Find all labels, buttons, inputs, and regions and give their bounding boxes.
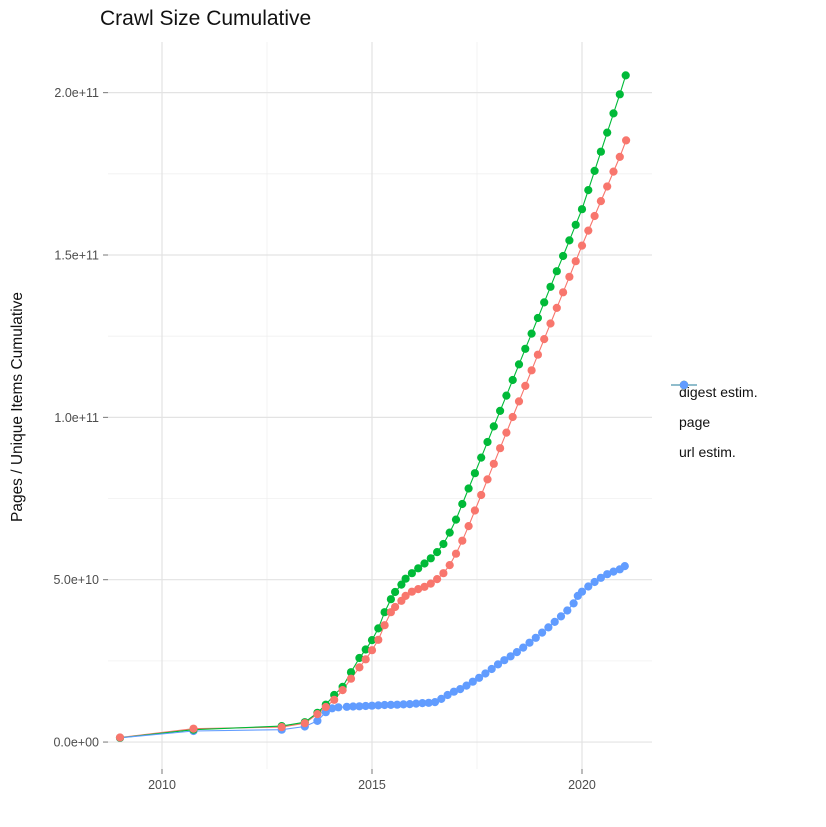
svg-text:2015: 2015 (358, 778, 386, 792)
legend-item: url estim. (670, 380, 758, 467)
svg-text:0.0e+00: 0.0e+00 (53, 736, 99, 750)
legend-key-icon (671, 380, 697, 390)
svg-text:1.5e+11: 1.5e+11 (54, 249, 99, 263)
svg-text:1.0e+11: 1.0e+11 (54, 411, 99, 425)
svg-text:2.0e+11: 2.0e+11 (54, 86, 99, 100)
legend: digest estim. page url estim. (670, 377, 758, 467)
legend-item-label: page (679, 414, 711, 430)
svg-text:2020: 2020 (568, 778, 596, 792)
legend-item-label: digest estim. (679, 384, 758, 400)
legend-item-label: url estim. (679, 444, 736, 460)
svg-text:5.0e+10: 5.0e+10 (53, 573, 99, 587)
legend-item: page (670, 380, 758, 437)
svg-text:2010: 2010 (148, 778, 176, 792)
chart-title: Crawl Size Cumulative (100, 7, 312, 30)
